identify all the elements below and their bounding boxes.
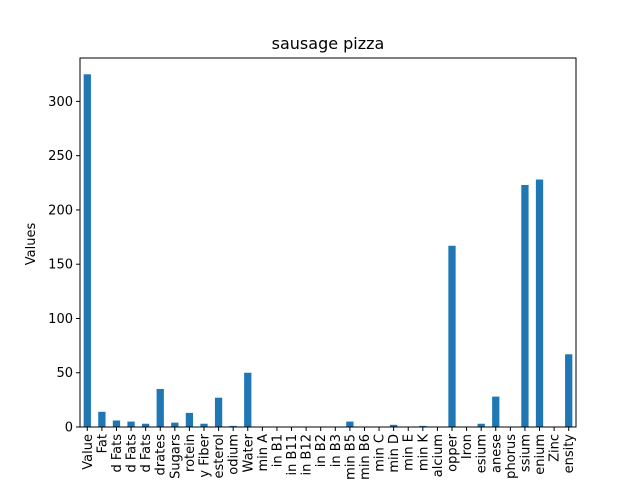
x-tick-label: d Fats	[110, 434, 125, 473]
y-axis: 0 50 100 150 200 250 300	[48, 95, 80, 436]
x-tick-label: ensity	[562, 434, 577, 474]
bar	[229, 425, 237, 427]
bar	[492, 396, 500, 427]
bar	[244, 372, 252, 427]
bar	[390, 424, 398, 427]
x-tick-label: min C	[373, 434, 388, 472]
x-tick-label: esterol	[212, 434, 227, 479]
bar	[127, 421, 135, 427]
x-tick-label: drates	[154, 434, 169, 476]
x-tick-label: min A	[256, 434, 271, 472]
x-tick-label: Iron	[460, 434, 475, 459]
y-tick-label: 200	[48, 203, 73, 218]
x-tick-label: in B12	[300, 434, 315, 475]
bar	[142, 423, 150, 427]
x-tick-label: min B6	[358, 434, 373, 480]
x-tick-label: min B5	[343, 434, 358, 480]
x-tick-label: d Fats	[139, 434, 154, 473]
x-tick-label: y Fiber	[198, 433, 213, 477]
x-tick-label: Water	[241, 433, 256, 472]
bar	[83, 74, 91, 427]
x-tick-label: in B2	[314, 434, 329, 467]
x-tick-label: alcium	[431, 434, 446, 477]
x-tick-label: enium	[533, 434, 548, 475]
y-tick-label: 300	[48, 95, 73, 110]
bar	[565, 354, 573, 427]
bar	[156, 389, 164, 427]
bar	[346, 421, 354, 427]
y-tick-label: 100	[48, 312, 73, 327]
x-tick-label: opper	[446, 433, 461, 471]
y-tick-label: 50	[56, 366, 73, 381]
chart-title: sausage pizza	[272, 34, 385, 53]
x-tick-label: Value	[81, 434, 96, 470]
x-tick-label: min D	[387, 434, 402, 473]
x-tick-label: in B1	[270, 434, 285, 467]
x-tick-label: in B11	[285, 434, 300, 475]
bar	[200, 423, 208, 427]
x-tick-label: anese	[489, 434, 504, 473]
x-tick-label: odium	[227, 434, 242, 475]
x-tick-label: Sugars	[168, 434, 183, 479]
y-axis-label: Values	[24, 223, 39, 266]
x-tick-label: phorus	[504, 434, 519, 479]
y-tick-label: 0	[65, 421, 73, 436]
y-tick-label: 150	[48, 258, 73, 273]
x-tick-label: min E	[402, 434, 417, 471]
x-tick-label: Fat	[95, 434, 110, 453]
x-tick-label: min K	[416, 434, 431, 472]
x-tick-label: esium	[475, 434, 490, 473]
x-tick-label: rotein	[183, 434, 198, 472]
x-tick-label: in B3	[329, 434, 344, 467]
y-tick-label: 250	[48, 149, 73, 164]
plot-frame	[79, 57, 577, 428]
x-axis: Value Fat d Fats d Fats d Fats drates Sugars ro…	[81, 427, 577, 480]
bar	[535, 179, 544, 427]
bar	[185, 412, 194, 427]
x-tick-label: Zinc	[548, 434, 563, 462]
bar	[98, 411, 106, 427]
bar	[214, 397, 223, 427]
bars-group	[83, 74, 573, 427]
bar	[171, 422, 179, 427]
bar	[448, 245, 456, 427]
bar	[112, 420, 121, 427]
bar	[419, 425, 427, 427]
bar	[477, 423, 485, 427]
bar	[521, 184, 529, 427]
x-tick-label: ssium	[518, 434, 533, 472]
x-tick-label: d Fats	[125, 434, 140, 473]
